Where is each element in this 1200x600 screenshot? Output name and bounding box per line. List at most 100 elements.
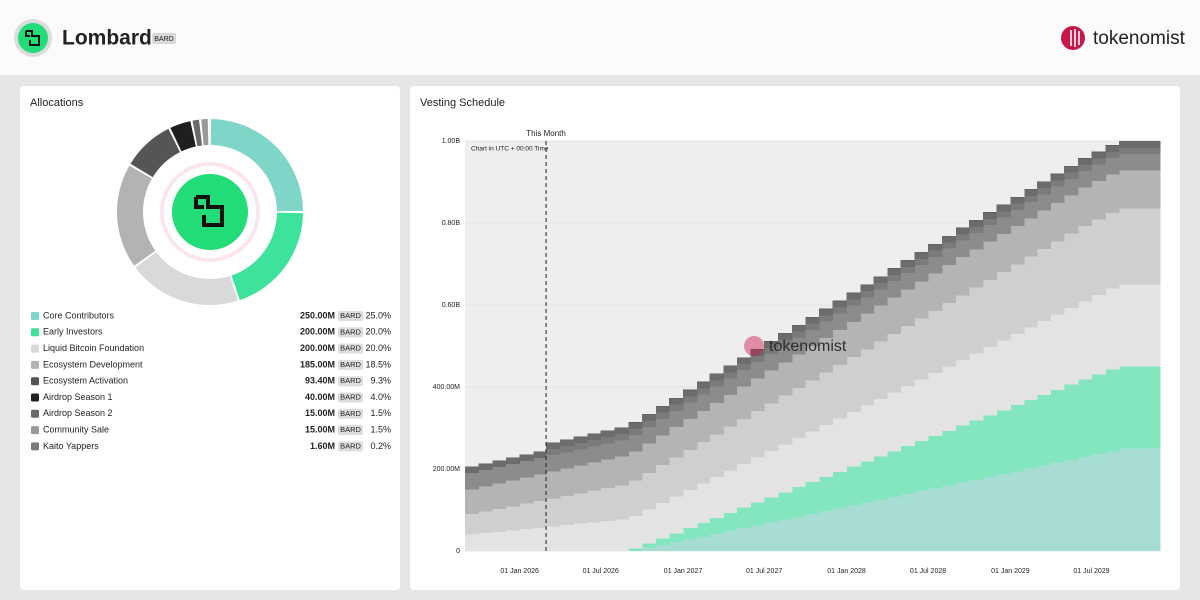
area-step (478, 463, 493, 464)
area-step (846, 292, 861, 294)
area-step (600, 459, 615, 489)
area-step (641, 548, 657, 551)
area-step (1050, 202, 1065, 242)
area-step (1078, 225, 1092, 302)
area-step (478, 486, 493, 512)
area-step (696, 483, 710, 524)
area-step (955, 482, 970, 551)
area-step (791, 331, 806, 338)
donut-segment (170, 121, 196, 152)
area-step (669, 457, 684, 497)
area-step (1119, 284, 1134, 367)
area-step (709, 402, 724, 435)
area-step (1064, 459, 1079, 551)
area-step (1078, 164, 1092, 172)
legend-label: Ecosystem Development (43, 359, 143, 369)
area-step (941, 235, 957, 237)
area-step (1050, 186, 1065, 203)
area-step (1064, 308, 1079, 385)
area-step (1050, 462, 1065, 551)
unit-badge (338, 408, 363, 419)
brand-icon-lines (1070, 29, 1080, 47)
area-step (819, 338, 834, 373)
donut-segment (210, 119, 303, 212)
legend-swatch (31, 409, 39, 418)
area-step (1050, 180, 1065, 187)
area-step (641, 414, 657, 421)
area-step (900, 266, 916, 274)
area-step (1036, 194, 1052, 211)
area-step (1036, 188, 1052, 195)
area-step (723, 512, 738, 532)
area-step (628, 515, 643, 549)
area-step (1132, 448, 1147, 551)
area-step (996, 233, 1011, 273)
area-step (846, 299, 861, 306)
unit-badge (338, 359, 363, 370)
logo-disc (18, 23, 48, 53)
allocation-amount: 185.00M (300, 359, 335, 369)
area-step (914, 252, 929, 253)
area-step (478, 511, 493, 534)
area-step (736, 463, 752, 508)
area-step (1146, 448, 1161, 551)
area-step (505, 506, 521, 531)
area-step (736, 507, 752, 529)
area-step (655, 412, 670, 419)
brand-icon (1061, 26, 1085, 50)
area-step (505, 464, 521, 481)
area-step (1050, 241, 1065, 315)
area-step (1036, 321, 1052, 395)
chart-note: Chart in UTC + 00:00 Time (471, 146, 549, 153)
area-step (600, 520, 615, 551)
center-glyph (194, 195, 224, 227)
allocation-percent: 1.5% (370, 408, 391, 418)
area-step (900, 494, 916, 551)
allocation-amount: 200.00M (300, 327, 335, 337)
area-step (614, 440, 629, 457)
area-step (1091, 152, 1106, 159)
area-step (955, 240, 970, 258)
area-step (573, 436, 588, 444)
area-step (519, 455, 534, 462)
area-step (533, 501, 547, 528)
area-step (1119, 170, 1134, 209)
area-step (1091, 374, 1106, 455)
area-step (805, 317, 820, 324)
area-step (709, 434, 724, 477)
area-step (1146, 208, 1161, 285)
area-step (1091, 158, 1106, 165)
area-step (928, 488, 943, 551)
area-step (941, 242, 957, 249)
area-step (533, 458, 547, 475)
area-step (887, 297, 902, 334)
area-step (559, 446, 574, 453)
area-step (955, 257, 970, 296)
area-step (1064, 166, 1079, 173)
area-step (1024, 195, 1038, 203)
y-tick-label: 200.00M (433, 466, 460, 473)
area-step (764, 497, 779, 523)
area-step (655, 418, 670, 436)
area-step (736, 418, 752, 464)
x-tick-label: 01 Jan 2028 (827, 568, 866, 575)
area-step (983, 347, 997, 416)
area-step (587, 490, 602, 523)
area-step (860, 284, 874, 286)
area-step (1064, 165, 1079, 167)
x-tick-label: 01 Jul 2029 (1073, 568, 1109, 575)
area-step (1146, 141, 1161, 148)
legend-label: Liquid Bitcoin Foundation (43, 343, 144, 353)
area-step (1036, 394, 1052, 466)
area-step (492, 531, 507, 551)
area-step (941, 366, 957, 431)
area-step (465, 466, 479, 467)
area-step (887, 333, 902, 393)
area-step (832, 418, 847, 472)
area-step (1010, 196, 1025, 198)
y-tick-label: 0.80B (442, 220, 461, 227)
area-step (1050, 173, 1065, 175)
area-step (1036, 465, 1052, 551)
project-title: Lombard (62, 27, 152, 50)
